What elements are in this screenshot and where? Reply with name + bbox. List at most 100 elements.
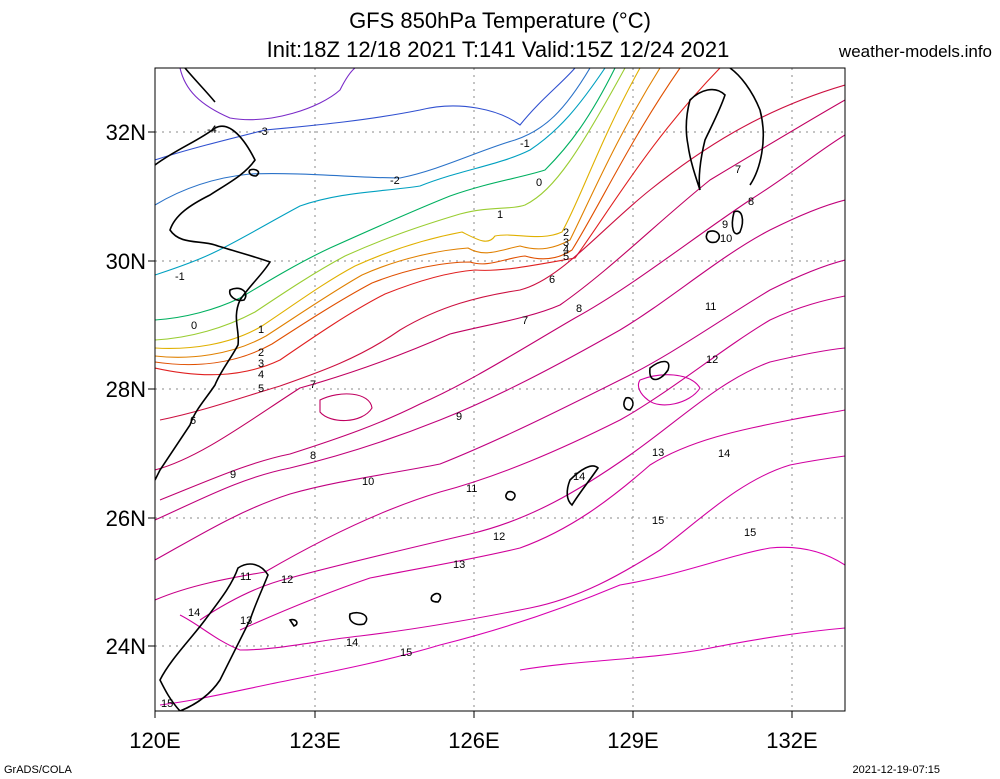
contour-label-10: 10 [362,476,374,488]
contour-label-9: 9 [456,411,462,423]
contour-1 [155,68,626,341]
contour-3 [155,68,661,358]
contour-label-3-west: 3 [258,358,264,370]
contour-m4 [179,68,356,121]
contour-label-15-sw: 15 [161,698,173,710]
contour-label-1: 1 [497,209,503,221]
contour-label-7-east: 7 [735,164,741,176]
contour-label-6-west: 6 [190,415,196,427]
contour-label-8: 8 [576,303,582,315]
contour-12 [199,347,845,621]
contour-label-m3: -3 [258,126,268,138]
axis-ticks [148,131,793,718]
contour-label-m4: -4 [207,124,217,136]
contour-14 [179,455,845,651]
contour-label-10-east: 10 [720,233,732,245]
map-subtitle: Init:18Z 12/18 2021 T:141 Valid:15Z 12/2… [266,37,730,62]
contour-9 [155,199,845,521]
contour-m2 [155,68,591,206]
contour-label-m2: -2 [390,175,400,187]
contour-4 [155,68,681,366]
contour-2 [155,68,641,349]
contour-label-5-west: 5 [258,383,264,395]
lon-label-126e: 126E [448,728,499,753]
contour-m3 [155,68,576,161]
contour-label-8-east: 8 [748,196,754,208]
contour-label-2-west: 2 [258,347,264,359]
yonaguni-island [288,618,298,627]
contour-label-7-mid: 7 [310,379,316,391]
zhoushan-islands [228,287,247,302]
lat-label-28n: 28N [106,377,146,402]
contour-13 [239,409,845,631]
contour-label-13-west: 13 [240,615,252,627]
lon-label-129e: 129E [607,728,658,753]
contour-label-1-west: 1 [258,324,264,336]
contour-label-m1: -1 [520,138,530,150]
lat-label-24n: 24N [106,634,146,659]
contour-15b [519,627,845,671]
lat-label-26n: 26N [106,506,146,531]
contour-label-14: 14 [573,471,585,483]
contour-6 [159,84,845,421]
contour-7 [155,99,845,471]
lat-label-30n: 30N [106,249,146,274]
yakushima [705,230,721,244]
contour-label-0-west: 0 [191,320,197,332]
contour-label-8-mid: 8 [310,450,316,462]
contour-label-4-west: 4 [258,369,264,381]
site-credit: weather-models.info [838,42,992,61]
kume-island [505,490,516,501]
contour-label-13-east: 13 [652,447,664,459]
jeju-island [248,168,260,177]
korea-coast [184,68,216,103]
contour-m1 [155,68,606,276]
contour-label-12-west: 12 [281,574,293,586]
contour-14-loop [637,374,701,406]
contour-label-0: 0 [536,177,542,189]
contour-label-5: 5 [563,251,569,263]
contour-label-7: 7 [522,315,528,327]
contour-labels: -4 -3 -2 -1 -1 0 0 1 1 2 2 3 3 4 4 5 5 6… [161,124,756,710]
contour-label-12-east: 12 [706,354,718,366]
contour-label-4: 4 [563,244,569,256]
contour-5 [155,68,721,376]
contour-label-12: 12 [493,531,505,543]
lon-label-120e: 120E [129,728,180,753]
okinawa-island [566,465,600,507]
contour-label-15: 15 [652,515,664,527]
contour-7-loop [319,393,373,422]
contour-8 [159,134,845,501]
amami-island [649,360,670,381]
generation-timestamp: 2021-12-19-07:15 [852,764,940,776]
ishigaki-island [348,611,368,626]
china-coast [155,125,272,481]
map-title: GFS 850hPa Temperature (°C) [349,8,651,33]
contour-15 [159,546,845,706]
contour-label-14-east: 14 [718,448,730,460]
shikoku-edge [729,68,764,186]
contour-label-15-east: 15 [744,527,756,539]
contour-label-14-mid: 14 [346,637,358,649]
kyushu-coast [685,88,726,191]
contour-label-6: 6 [549,274,555,286]
contour-label-11-west: 11 [240,571,251,583]
contour-0 [155,68,616,321]
contour-label-m1-west: -1 [175,271,185,283]
lat-label-32n: 32N [106,120,146,145]
contour-label-15-mid: 15 [400,647,412,659]
tanegashima [731,210,744,235]
contour-label-2: 2 [563,227,569,239]
contour-label-11: 11 [466,483,477,495]
lon-label-123e: 123E [289,728,340,753]
tokunoshima [623,396,634,411]
lon-label-132e: 132E [766,728,817,753]
contour-label-13: 13 [453,559,465,571]
taiwan-coast [159,563,269,711]
coastlines [155,68,764,711]
contour-10 [155,259,845,561]
contour-label-3: 3 [563,237,569,249]
grads-credit: GrADS/COLA [4,764,72,776]
contour-11 [155,295,845,601]
